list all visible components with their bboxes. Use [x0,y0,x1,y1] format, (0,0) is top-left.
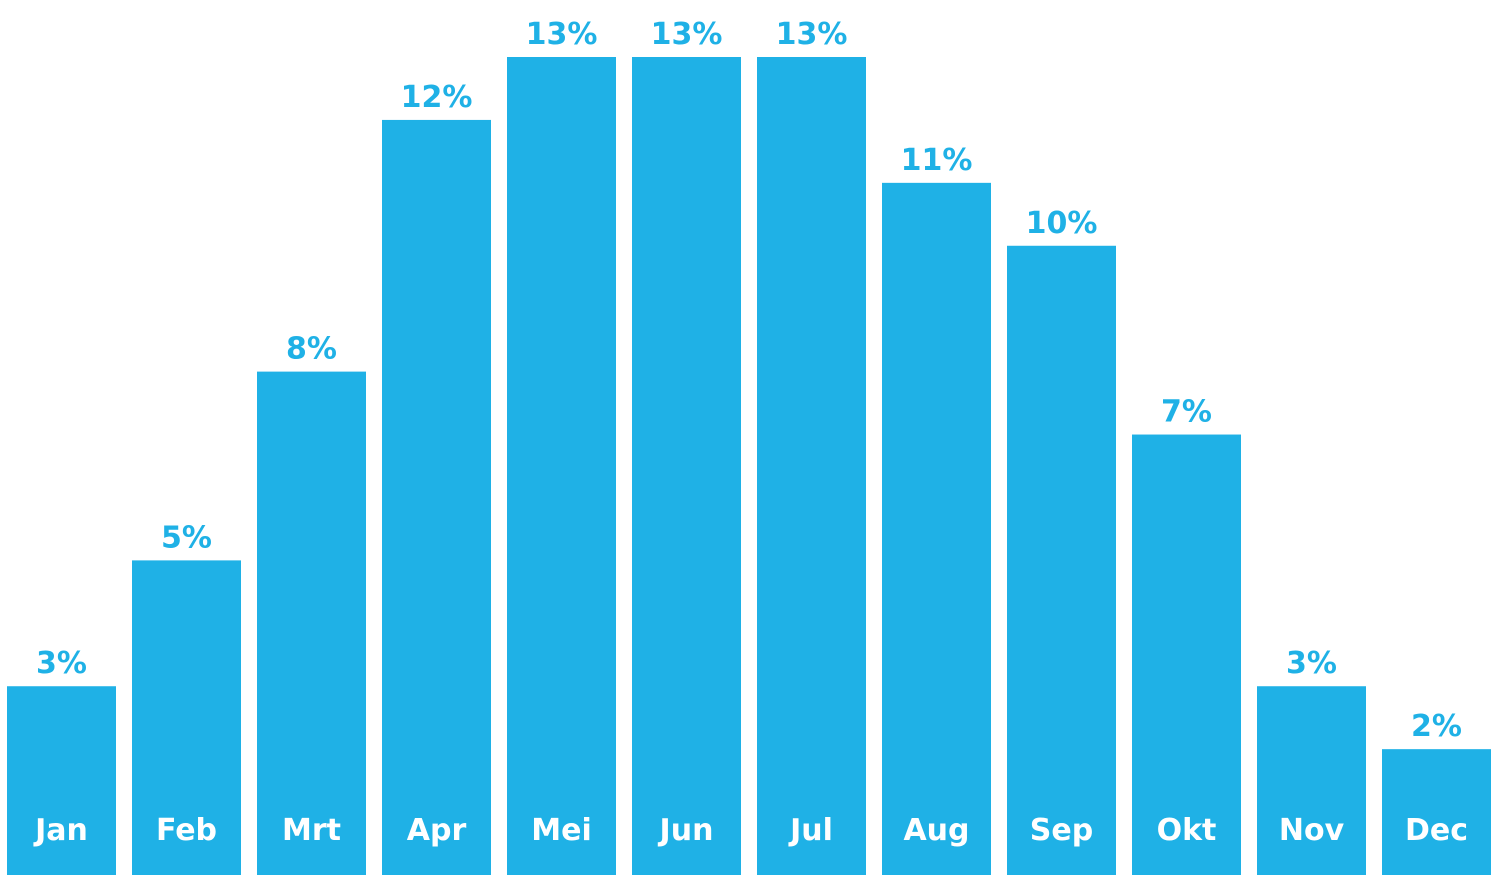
bar-feb [132,560,241,875]
category-label-aug: Aug [903,813,969,848]
bar-sep [1007,245,1116,875]
value-label-feb: 5% [161,520,212,555]
category-label-jun: Jun [658,813,714,848]
value-label-jan: 3% [36,646,87,681]
bar-aug [882,182,991,875]
bar-jan [7,686,116,875]
bar-okt [1132,434,1241,875]
value-label-aug: 11% [901,143,973,178]
value-label-mei: 13% [526,17,598,52]
value-label-okt: 7% [1161,395,1212,430]
value-label-mrt: 8% [286,332,337,367]
category-label-apr: Apr [407,813,467,848]
category-label-mrt: Mrt [282,813,341,848]
category-label-sep: Sep [1030,813,1093,848]
value-label-dec: 2% [1411,709,1462,744]
bar-mrt [257,371,366,875]
bar-nov [1257,686,1366,875]
value-label-sep: 10% [1026,206,1098,241]
category-label-feb: Feb [156,813,217,848]
bar-jun [632,57,741,875]
value-label-jul: 13% [776,17,848,52]
bar-mei [507,57,616,875]
value-label-apr: 12% [401,80,473,115]
category-label-okt: Okt [1157,813,1217,848]
bar-jul [757,57,866,875]
category-label-jan: Jan [33,813,88,848]
category-label-dec: Dec [1405,813,1468,848]
bar-dec [1382,749,1491,875]
value-label-jun: 13% [651,17,723,52]
value-label-nov: 3% [1286,646,1337,681]
category-label-nov: Nov [1279,813,1345,848]
bar-apr [382,119,491,875]
category-label-jul: Jul [788,813,833,848]
category-label-mei: Mei [531,813,591,848]
